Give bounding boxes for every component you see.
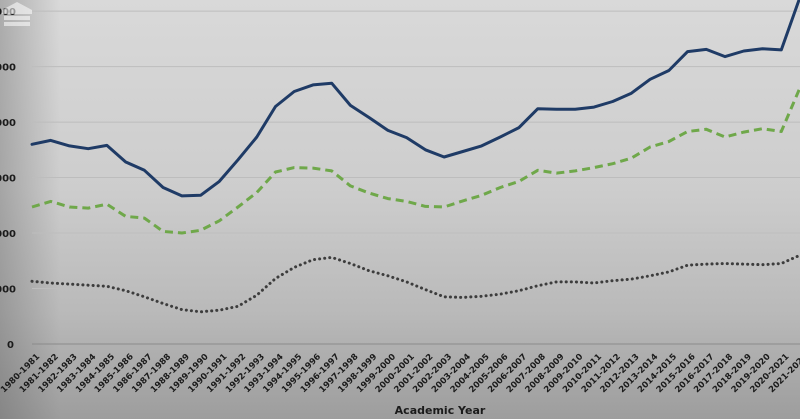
series-lines bbox=[30, 0, 800, 314]
y-tick-label: 000 bbox=[0, 118, 16, 129]
watermark-logo-icon bbox=[2, 2, 32, 26]
x-axis-ticks: 1980-19811981-19821982-19831983-19841984… bbox=[0, 352, 800, 395]
series-line-dotted bbox=[30, 253, 800, 314]
y-tick-label: 0 bbox=[7, 340, 14, 351]
y-tick-label: 000 bbox=[0, 285, 16, 296]
series-line-dashed bbox=[31, 87, 800, 235]
y-tick-label: 000 bbox=[0, 229, 16, 240]
gridlines bbox=[32, 10, 800, 345]
x-axis-label: Academic Year bbox=[395, 404, 486, 417]
series-line-solid bbox=[30, 0, 800, 198]
y-tick-label: 000 bbox=[0, 63, 16, 74]
y-tick-label: 000 bbox=[0, 174, 16, 185]
y-axis-ticks: 0000000000000000000 bbox=[0, 7, 16, 351]
